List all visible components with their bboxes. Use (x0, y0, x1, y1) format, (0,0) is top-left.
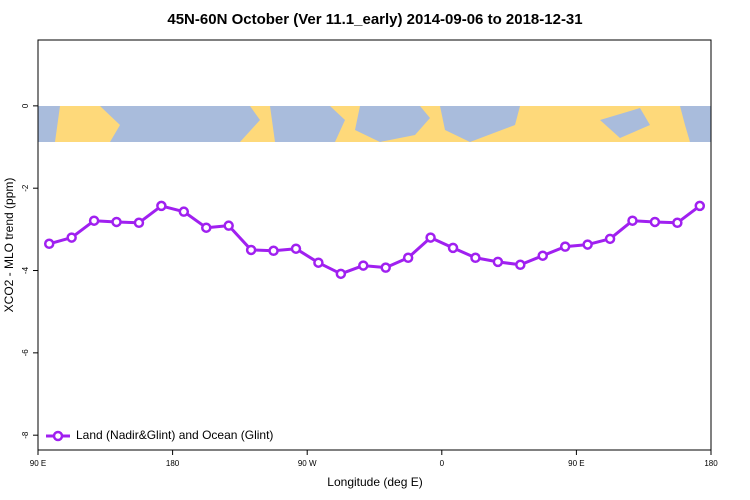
data-point (537, 250, 548, 261)
chart-title: 45N-60N October (Ver 11.1_early) 2014-09… (167, 11, 582, 28)
data-point (111, 216, 122, 228)
x-tick-label: 0 (440, 459, 445, 468)
data-point (335, 268, 347, 280)
data-point (604, 233, 616, 245)
legend-label: Land (Nadir&Glint) and Ocean (Glint) (76, 428, 273, 442)
data-point (358, 260, 369, 271)
data-point (133, 217, 145, 229)
data-point (43, 238, 55, 250)
data-point (88, 215, 100, 226)
data-point (156, 200, 167, 212)
data-point (627, 215, 638, 226)
data-point (66, 232, 77, 243)
data-point (402, 252, 414, 264)
data-point (201, 222, 212, 233)
y-tick-label: -2 (21, 184, 30, 192)
data-point (582, 239, 593, 250)
data-point (649, 216, 661, 228)
data-point (268, 245, 279, 257)
x-tick-label: 90 E (568, 459, 584, 468)
plot-frame (37, 39, 712, 451)
x-tick-label: 90 E (30, 459, 46, 468)
data-point (313, 257, 324, 268)
series-line (48, 204, 701, 276)
y-tick-label: 0 (21, 103, 30, 108)
x-axis-label: Longitude (deg E) (327, 475, 422, 489)
data-point (515, 259, 526, 271)
data-point (694, 200, 706, 212)
data-point (178, 206, 190, 217)
x-tick-label: 90 W (298, 459, 317, 468)
data-point (559, 241, 571, 252)
data-point (425, 232, 436, 243)
map-band (38, 106, 711, 142)
y-tick-label: -8 (21, 431, 30, 439)
x-tick-label: 180 (166, 459, 180, 468)
data-point (223, 220, 234, 231)
x-tick-label: 180 (704, 459, 718, 468)
data-point (470, 252, 481, 264)
data-point (245, 244, 257, 256)
legend-marker (52, 430, 64, 442)
data-point (447, 242, 459, 254)
y-tick-label: -4 (21, 266, 30, 274)
y-axis-label: XCO2 - MLO trend (ppm) (2, 178, 16, 313)
data-point (380, 262, 391, 273)
data-point (672, 217, 683, 229)
data-point (290, 243, 302, 254)
y-tick-label: -6 (21, 349, 30, 357)
data-point (492, 256, 504, 268)
